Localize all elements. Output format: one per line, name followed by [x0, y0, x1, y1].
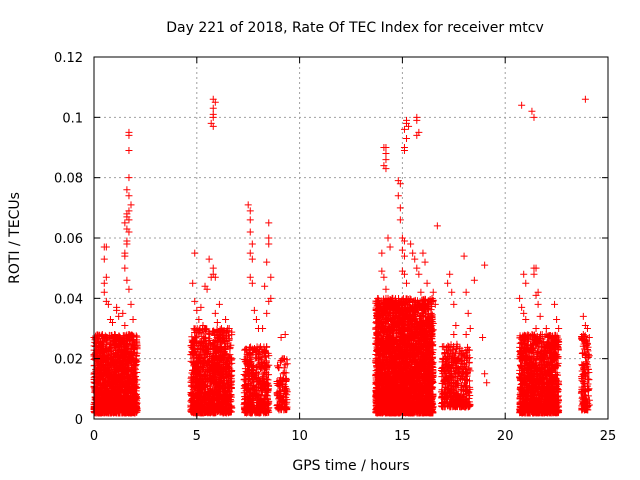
grid-lines	[94, 57, 608, 419]
data-point	[273, 362, 281, 370]
chart-title: Day 221 of 2018, Rate Of TEC Index for r…	[166, 20, 543, 36]
data-points	[90, 95, 593, 417]
data-point	[280, 369, 288, 377]
